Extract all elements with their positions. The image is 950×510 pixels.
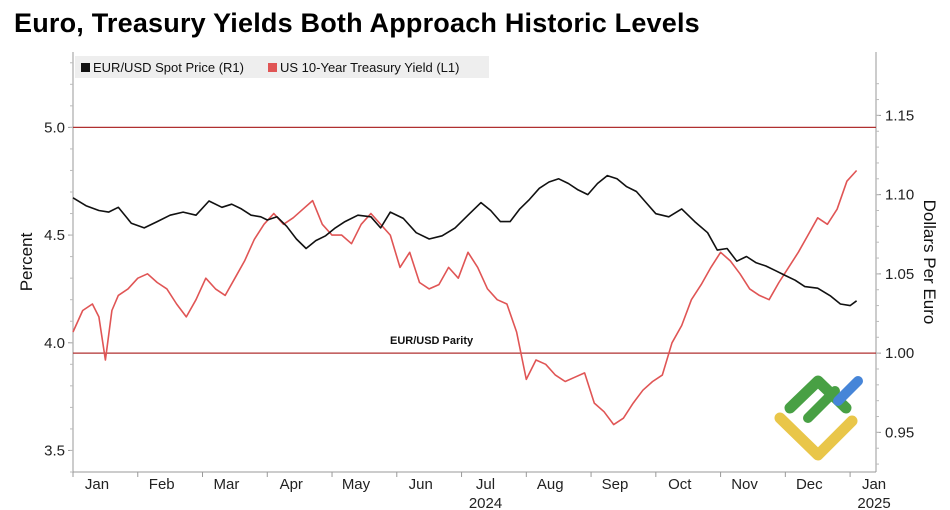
right-tick-label: 1.00	[885, 345, 914, 362]
legend-label-eur: EUR/USD Spot Price (R1)	[93, 60, 244, 75]
right-tick-label: 1.05	[885, 266, 914, 283]
chart-title: Euro, Treasury Yields Both Approach Hist…	[14, 8, 700, 38]
series-line-eurusd	[72, 174, 858, 307]
month-tick-label: May	[342, 476, 371, 493]
left-tick-label: 4.5	[44, 227, 65, 244]
month-tick-label: Mar	[214, 476, 240, 493]
legend-label-yield: US 10-Year Treasury Yield (L1)	[280, 60, 459, 75]
right-tick-label: 1.10	[885, 187, 914, 204]
left-tick-label: 5.0	[44, 119, 65, 136]
month-tick-label: Dec	[796, 476, 823, 493]
parity-label: EUR/USD Parity	[390, 335, 474, 347]
month-tick-label: Jul	[476, 476, 495, 493]
month-tick-label: Jun	[409, 476, 433, 493]
right-tick-label: 1.15	[885, 107, 914, 124]
left-axis-title: Percent	[17, 232, 36, 291]
series-line-treasury-yield	[72, 169, 858, 426]
legend-swatch-eur	[81, 63, 90, 72]
month-tick-label: Apr	[280, 476, 303, 493]
month-tick-label: Sep	[602, 476, 629, 493]
month-axis-ticks: Jan Feb Mar Apr May Jun Jul Aug Sep Oct Nov Dec Jan 2…	[72, 472, 891, 510]
month-tick-label: Feb	[149, 476, 175, 493]
left-axis-ticks: 3.5 4.0 4.5 5.0	[44, 62, 73, 473]
left-tick-label: 4.0	[44, 335, 65, 352]
legend-swatch-yield	[268, 63, 277, 72]
year-tick-label: 2025	[857, 495, 890, 510]
year-tick-label: 2024	[469, 495, 502, 510]
series-lines	[72, 169, 858, 426]
reference-lines	[73, 126, 876, 354]
left-tick-label: 3.5	[44, 442, 65, 459]
month-tick-label: Jan	[85, 476, 109, 493]
right-axis-title: Dollars Per Euro	[920, 200, 939, 325]
right-axis-ticks: 0.95 1.00 1.05 1.10 1.15	[876, 83, 914, 465]
month-tick-label: Oct	[668, 476, 692, 493]
month-tick-label: Nov	[731, 476, 758, 493]
right-tick-label: 0.95	[885, 424, 914, 441]
legend: EUR/USD Spot Price (R1) US 10-Year Treas…	[75, 56, 489, 78]
logo-watermark-icon	[774, 375, 863, 461]
month-tick-label: Jan	[862, 476, 886, 493]
month-tick-label: Aug	[537, 476, 564, 493]
